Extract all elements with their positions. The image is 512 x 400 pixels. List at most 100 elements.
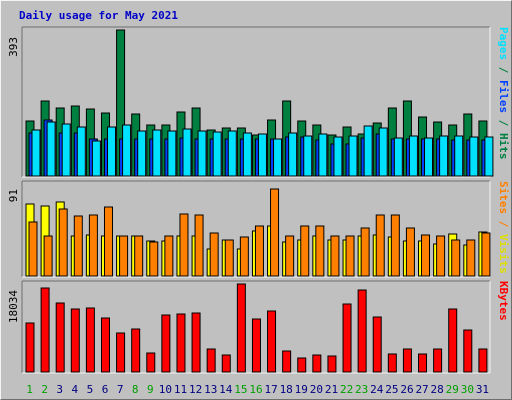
bar-sites-28 <box>436 235 446 277</box>
bar-kbytes-25 <box>387 353 397 373</box>
x-tick-label-28: 28 <box>431 383 444 396</box>
x-tick-label-19: 19 <box>295 383 308 396</box>
legend-part: / <box>497 214 510 234</box>
bar-kbytes-14 <box>221 354 231 373</box>
bar-sites-29 <box>451 239 461 277</box>
legend-part: KBytes <box>497 281 510 321</box>
legend-part: / <box>497 60 510 80</box>
x-tick-label-17: 17 <box>264 383 277 396</box>
bar-pages-16 <box>257 133 267 177</box>
bar-pages-22 <box>348 135 358 177</box>
bar-pages-20 <box>318 133 328 177</box>
bar-kbytes-27 <box>418 353 428 373</box>
x-tick-label-13: 13 <box>204 383 217 396</box>
bar-pages-15 <box>242 132 252 177</box>
bar-kbytes-22 <box>342 303 352 373</box>
bar-kbytes-13 <box>206 348 216 373</box>
x-tick-label-6: 6 <box>102 383 109 396</box>
bar-pages-4 <box>76 126 86 177</box>
bar-pages-24 <box>378 127 388 177</box>
bar-sites-24 <box>375 214 385 277</box>
x-tick-label-29: 29 <box>446 383 459 396</box>
bar-pages-18 <box>288 132 298 177</box>
bar-sites-31 <box>481 232 491 277</box>
bar-kbytes-16 <box>251 318 261 373</box>
bar-pages-19 <box>303 135 313 177</box>
x-tick-label-27: 27 <box>415 383 428 396</box>
bar-pages-28 <box>439 135 449 177</box>
bar-pages-1 <box>31 129 41 177</box>
legend-part: Files <box>497 80 510 113</box>
bar-sites-25 <box>390 214 400 277</box>
x-tick-label-14: 14 <box>219 383 233 396</box>
bar-pages-23 <box>363 125 373 177</box>
x-tick-label-23: 23 <box>355 383 368 396</box>
bar-kbytes-11 <box>176 313 186 373</box>
bar-pages-3 <box>61 123 71 177</box>
bar-kbytes-31 <box>478 348 488 373</box>
x-tick-label-16: 16 <box>249 383 262 396</box>
bar-pages-17 <box>273 138 283 177</box>
legend-part: / <box>497 113 510 133</box>
bar-sites-16 <box>254 225 264 277</box>
bar-sites-12 <box>194 214 204 277</box>
bar-pages-11 <box>182 128 192 177</box>
bar-kbytes-29 <box>448 308 458 373</box>
x-tick-label-3: 3 <box>56 383 63 396</box>
bar-kbytes-17 <box>267 310 277 373</box>
bar-sites-22 <box>345 235 355 277</box>
bar-pages-14 <box>227 130 237 177</box>
x-tick-label-24: 24 <box>370 383 384 396</box>
x-tick-label-12: 12 <box>189 383 202 396</box>
bar-kbytes-19 <box>297 357 307 373</box>
bar-sites-26 <box>405 227 415 277</box>
bar-kbytes-5 <box>85 307 95 373</box>
bar-kbytes-30 <box>463 329 473 373</box>
legend-part: Pages <box>497 27 510 60</box>
bar-sites-13 <box>209 232 219 277</box>
x-tick-label-2: 2 <box>41 383 48 396</box>
y-scale-label-middle: 91 <box>7 189 20 202</box>
x-tick-label-25: 25 <box>385 383 398 396</box>
x-tick-label-1: 1 <box>26 383 33 396</box>
bar-pages-9 <box>152 129 162 177</box>
bar-sites-20 <box>315 225 325 277</box>
bar-kbytes-3 <box>55 302 65 373</box>
legend-part: Hits <box>497 133 510 160</box>
bar-kbytes-28 <box>433 348 443 373</box>
bar-kbytes-2 <box>40 287 50 373</box>
legend-part: Visits <box>497 234 510 274</box>
bar-pages-21 <box>333 136 343 177</box>
x-tick-label-15: 15 <box>234 383 247 396</box>
bar-kbytes-20 <box>312 354 322 373</box>
bar-pages-2 <box>46 121 56 177</box>
bar-pages-10 <box>167 130 177 177</box>
x-tick-label-30: 30 <box>461 383 474 396</box>
bar-sites-14 <box>224 239 234 277</box>
x-tick-label-7: 7 <box>117 383 124 396</box>
x-tick-label-8: 8 <box>132 383 139 396</box>
bar-pages-6 <box>106 126 116 177</box>
bar-sites-18 <box>285 235 295 277</box>
bar-kbytes-12 <box>191 312 201 373</box>
legend-top: Pages / Files / Hits <box>497 27 510 160</box>
bar-sites-27 <box>421 234 431 277</box>
bar-sites-2 <box>43 235 53 277</box>
bar-kbytes-23 <box>357 289 367 373</box>
bar-sites-10 <box>164 235 174 277</box>
legend-bottom: KBytes <box>497 281 510 321</box>
bar-kbytes-10 <box>161 314 171 373</box>
x-tick-label-10: 10 <box>159 383 172 396</box>
bar-kbytes-24 <box>372 316 382 373</box>
bar-sites-30 <box>466 239 476 277</box>
legend-part: Sites <box>497 181 510 214</box>
bar-sites-11 <box>179 213 189 277</box>
x-tick-label-5: 5 <box>87 383 94 396</box>
bar-pages-13 <box>212 131 222 177</box>
bar-sites-21 <box>330 235 340 277</box>
bar-kbytes-6 <box>100 317 110 373</box>
panel-top: 393 Pages / Files / Hits <box>7 26 510 178</box>
x-tick-label-21: 21 <box>325 383 338 396</box>
bar-pages-29 <box>454 135 464 177</box>
